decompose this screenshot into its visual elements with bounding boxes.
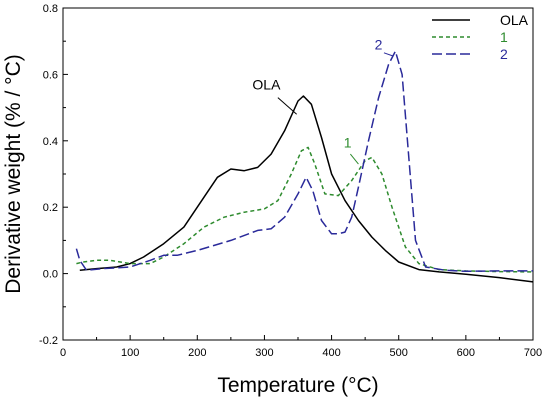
x-tick-label: 0 [60,347,66,359]
annotation-layer: OLA 1 2 [252,37,394,165]
x-tick-label: 500 [390,347,408,359]
x-tick-label: 600 [457,347,475,359]
legend-label: OLA [500,12,529,28]
annotation-leader [383,52,394,57]
y-tick-label: 0.0 [43,269,58,281]
y-tick-label: -0.2 [39,335,58,347]
x-tick-label: 200 [188,347,206,359]
axis-ticks: 0 100 200 300 400 500 600 700 -0.2 0.0 0.2 0.4 0.6 0.… [39,3,542,359]
x-tick-label: 400 [322,347,340,359]
y-axis-label: Derivative weight (% / °C) [2,54,25,293]
x-axis-label: Temperature (°C) [217,374,378,397]
series-line-2 [76,146,534,273]
y-tick-label: 0.4 [43,136,58,148]
y-tick-label: 0.6 [43,69,58,81]
annotation-label: OLA [252,76,281,92]
annotation-label: 1 [344,134,352,150]
plot-frame [62,7,534,341]
legend-label: 2 [500,46,508,62]
y-tick-label: 0.8 [43,3,58,15]
annotation-leader [277,97,297,115]
x-tick-label: 100 [121,347,139,359]
legend-label: 1 [500,29,508,45]
annotation-leader [349,153,359,165]
x-tick-label: 700 [524,347,542,359]
y-tick-label: 0.2 [43,202,58,214]
series-layer [75,50,534,283]
series-line-1 [79,95,534,283]
x-tick-label: 300 [255,347,273,359]
annotation-label: 2 [375,37,383,53]
series-line-3 [75,50,533,273]
